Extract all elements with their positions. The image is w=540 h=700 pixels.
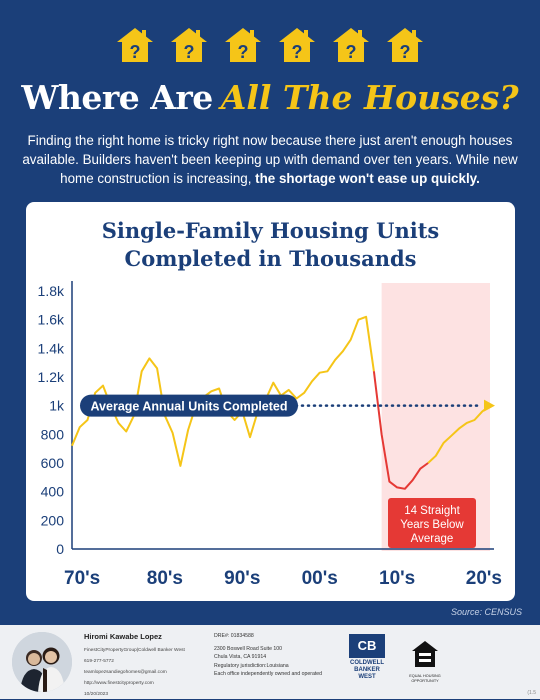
source-note: Source: CENSUS <box>450 607 522 617</box>
y-tick-label: 800 <box>41 426 65 442</box>
series-line-1 <box>71 315 375 467</box>
coldwell-banker-logo: CB COLDWELL BANKER WEST <box>339 634 395 692</box>
house-icon-row: ?????? <box>0 26 540 64</box>
svg-text:?: ? <box>346 42 357 62</box>
brand-line1: COLDWELL <box>350 660 384 666</box>
chart-title-line2: Completed in Thousands <box>124 246 417 271</box>
house-icon: ? <box>225 28 261 62</box>
jurisdiction: Regulatory jurisdiction:Louisiana <box>214 662 289 669</box>
office-address-1: 2300 Boswell Road Suite 100 <box>214 645 283 652</box>
equal-housing-logo: EQUAL HOUSING OPPORTUNITY <box>405 639 445 684</box>
agent-group: FinestCityPropertyGroup|Coldwell Banker … <box>84 648 185 653</box>
y-tick-label: 0 <box>56 541 64 557</box>
svg-text:?: ? <box>292 42 303 62</box>
eho-line2: OPPORTUNITY <box>411 679 439 683</box>
average-label: Average Annual Units Completed <box>90 400 287 414</box>
svg-text:?: ? <box>184 42 195 62</box>
version-mark: (1.5 <box>527 690 536 696</box>
svg-text:?: ? <box>400 42 411 62</box>
average-arrow-icon <box>484 399 495 412</box>
equal-housing-icon <box>412 641 438 667</box>
brand-line2: BANKER <box>354 667 380 673</box>
series-line-3 <box>427 404 491 464</box>
intro-paragraph: Finding the right home is tricky right n… <box>18 131 522 188</box>
house-icon: ? <box>171 28 207 62</box>
intro-text: Finding the right home is tricky right n… <box>22 133 518 186</box>
chart-title-line1: Single-Family Housing Units <box>101 218 440 243</box>
agent-phone[interactable]: 619-277-5772 <box>84 659 114 664</box>
house-icon: ? <box>387 28 423 62</box>
x-tick-label: 10's <box>379 568 415 589</box>
agent-name: Hiromi Kawabe Lopez <box>84 632 162 641</box>
intro-bold: the shortage won't ease up quickly. <box>255 171 480 186</box>
page-title: Where Are All The Houses? <box>0 78 540 117</box>
agent-info: Hiromi Kawabe Lopez FinestCityPropertyGr… <box>84 632 204 700</box>
series-line-2 <box>372 371 429 490</box>
disclaimer: Each office independently owned and oper… <box>214 671 323 677</box>
y-tick-label: 600 <box>41 455 65 471</box>
house-icon: ? <box>279 28 315 62</box>
footer: Hiromi Kawabe Lopez FinestCityPropertyGr… <box>0 625 540 699</box>
y-tick-label: 1.4k <box>38 340 65 356</box>
y-tick-label: 1k <box>49 398 65 414</box>
y-tick-label: 1.8k <box>38 283 65 299</box>
title-part1: Where Are <box>21 78 213 117</box>
y-tick-label: 400 <box>41 484 65 500</box>
agent-website[interactable]: http://www.finestcityproperty.com <box>84 681 154 686</box>
office-address-2: Chula Vista, CA 91914 <box>214 654 267 660</box>
x-tick-label: 00's <box>302 568 338 589</box>
average-label-pill <box>80 394 298 417</box>
title-part2: All The Houses? <box>220 78 519 117</box>
x-tick-label: 70's <box>64 568 100 589</box>
agent-email[interactable]: teamlopezsandiegohomes@gmail.com <box>84 670 167 675</box>
brand-line3: WEST <box>358 674 376 680</box>
eho-line1: EQUAL HOUSING <box>409 674 441 678</box>
y-tick-label: 1.6k <box>38 312 65 328</box>
annotation-line: Years Below <box>400 519 464 531</box>
dre-number: DRE#: 01834588 <box>214 633 254 639</box>
house-icon: ? <box>117 28 153 62</box>
agent-photo <box>12 632 72 692</box>
y-tick-label: 1.2k <box>38 369 65 385</box>
x-tick-label: 90's <box>224 568 260 589</box>
agent-date: 10/20/2023 <box>84 692 109 697</box>
svg-text:?: ? <box>238 42 249 62</box>
y-tick-label: 200 <box>41 512 65 528</box>
chart-title: Single-Family Housing Units Completed in… <box>26 217 515 273</box>
chart-card: Single-Family Housing Units Completed in… <box>26 202 515 601</box>
cb-logo-icon: CB <box>349 634 385 658</box>
house-icon: ? <box>333 28 369 62</box>
office-info: DRE#: 01834588 2300 Boswell Road Suite 1… <box>214 632 334 679</box>
annotation-box <box>388 498 476 548</box>
line-chart: 0 200 400 600 800 1k 1.2k 1.4k 1.6k 1.8k 70's 80's 9… <box>38 281 502 589</box>
annotation-line: Average <box>411 533 454 545</box>
x-tick-label: 80's <box>147 568 183 589</box>
x-tick-label: 20's <box>466 568 502 589</box>
svg-text:?: ? <box>130 42 141 62</box>
annotation-line: 14 Straight <box>404 505 460 517</box>
